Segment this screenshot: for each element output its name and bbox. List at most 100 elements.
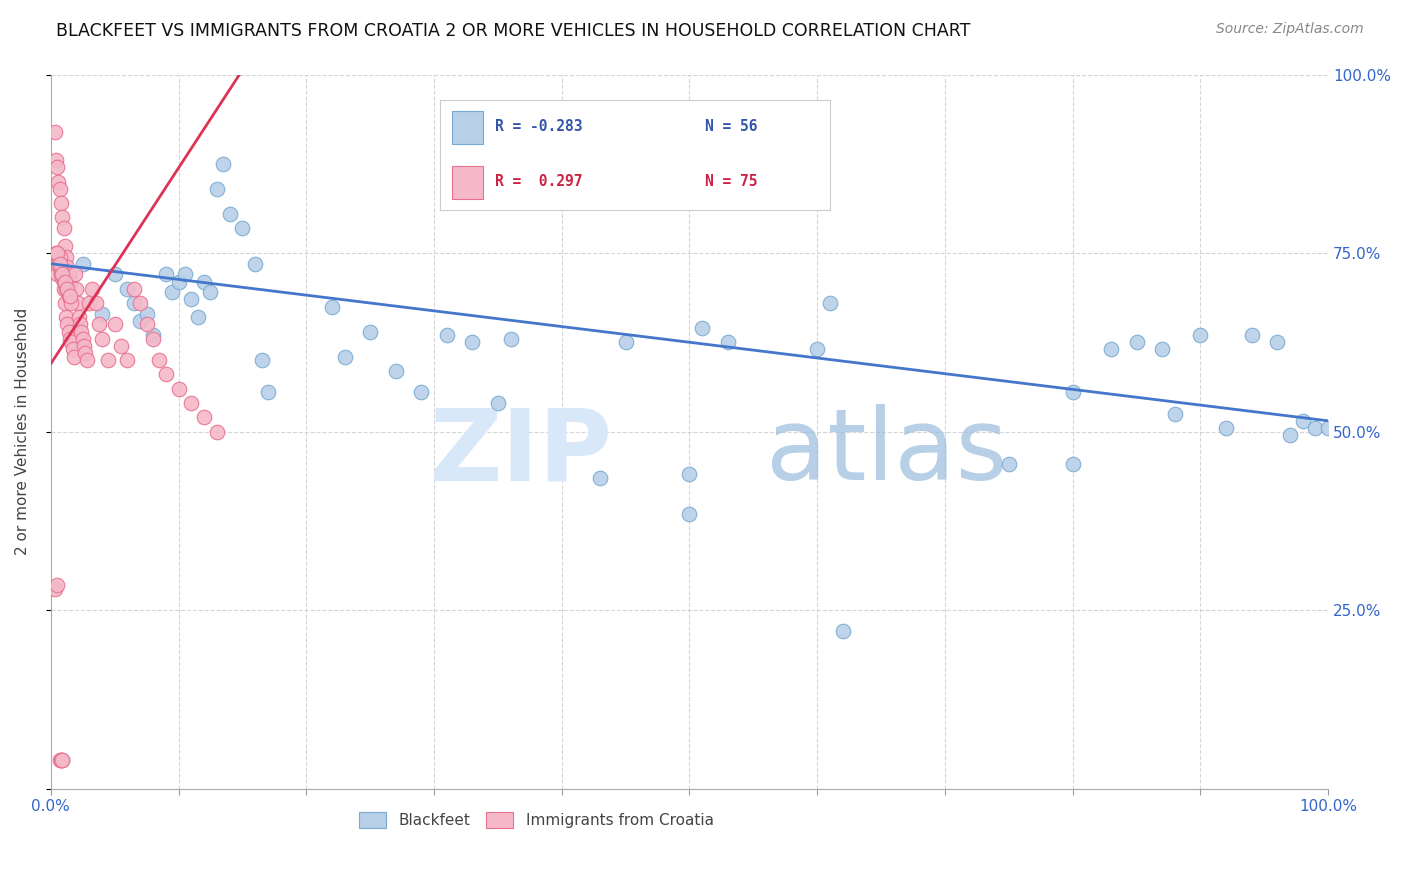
Point: [180, 396, 202, 410]
Point: [359, 325, 381, 339]
Point: [614, 335, 637, 350]
Point: [180, 293, 202, 307]
Text: ZIP: ZIP: [430, 404, 613, 501]
Point: [56, 318, 79, 332]
Point: [1215, 421, 1237, 435]
Point: [97, 353, 120, 368]
Point: [1099, 343, 1122, 357]
Point: [122, 282, 145, 296]
Text: Source: ZipAtlas.com: Source: ZipAtlas.com: [1216, 22, 1364, 37]
Point: [167, 382, 190, 396]
Point: [411, 385, 433, 400]
Point: [58, 268, 80, 282]
Point: [1062, 457, 1084, 471]
Point: [52, 221, 75, 235]
Point: [135, 318, 157, 332]
Point: [104, 268, 127, 282]
Point: [142, 332, 165, 346]
Point: [436, 328, 458, 343]
Point: [245, 257, 267, 271]
Point: [51, 268, 73, 282]
Point: [72, 332, 94, 346]
Point: [1291, 414, 1313, 428]
Point: [135, 307, 157, 321]
Point: [1265, 335, 1288, 350]
Point: [51, 211, 73, 225]
Point: [65, 282, 87, 296]
Point: [55, 250, 77, 264]
Legend: Blackfeet, Immigrants from Croatia: Blackfeet, Immigrants from Croatia: [353, 806, 720, 834]
Point: [46, 578, 69, 592]
Point: [52, 275, 75, 289]
Point: [1278, 428, 1301, 442]
Point: [155, 268, 177, 282]
Point: [104, 318, 127, 332]
Point: [187, 310, 209, 325]
Point: [1317, 421, 1340, 435]
Point: [1164, 407, 1187, 421]
Point: [52, 282, 75, 296]
Point: [212, 157, 235, 171]
Point: [806, 343, 828, 357]
Point: [46, 246, 69, 260]
Point: [589, 471, 612, 485]
Point: [62, 343, 84, 357]
Point: [45, 153, 67, 168]
Point: [461, 335, 484, 350]
Point: [142, 328, 165, 343]
Point: [46, 161, 69, 175]
Point: [49, 250, 72, 264]
Point: [84, 296, 107, 310]
Point: [1062, 385, 1084, 400]
Point: [678, 467, 700, 482]
Point: [67, 310, 90, 325]
Point: [1240, 328, 1263, 343]
Point: [122, 296, 145, 310]
Point: [690, 321, 713, 335]
Point: [129, 296, 152, 310]
Point: [998, 457, 1021, 471]
Point: [129, 314, 152, 328]
Point: [1152, 343, 1174, 357]
Point: [174, 268, 197, 282]
Point: [48, 257, 70, 271]
Point: [59, 332, 82, 346]
Point: [45, 246, 67, 260]
Point: [77, 296, 100, 310]
Point: [148, 353, 170, 368]
Point: [75, 346, 97, 360]
Point: [117, 282, 139, 296]
Point: [59, 289, 82, 303]
Point: [250, 353, 273, 368]
Point: [72, 257, 94, 271]
Point: [66, 296, 89, 310]
Point: [63, 350, 86, 364]
Point: [58, 325, 80, 339]
Point: [56, 282, 79, 296]
Point: [160, 285, 183, 300]
Point: [44, 125, 66, 139]
Point: [51, 753, 73, 767]
Point: [231, 221, 253, 235]
Point: [51, 753, 73, 767]
Point: [257, 385, 280, 400]
Point: [44, 582, 66, 596]
Point: [70, 325, 93, 339]
Point: [73, 339, 96, 353]
Point: [46, 268, 69, 282]
Point: [69, 318, 91, 332]
Point: [486, 396, 509, 410]
Text: atlas: atlas: [766, 404, 1008, 501]
Point: [1189, 328, 1212, 343]
Point: [117, 353, 139, 368]
Point: [193, 410, 215, 425]
Point: [48, 257, 70, 271]
Point: [49, 753, 72, 767]
Point: [155, 368, 177, 382]
Text: BLACKFEET VS IMMIGRANTS FROM CROATIA 2 OR MORE VEHICLES IN HOUSEHOLD CORRELATION: BLACKFEET VS IMMIGRANTS FROM CROATIA 2 O…: [56, 22, 970, 40]
Point: [49, 257, 72, 271]
Point: [831, 624, 853, 639]
Point: [1125, 335, 1147, 350]
Point: [167, 275, 190, 289]
Point: [49, 753, 72, 767]
